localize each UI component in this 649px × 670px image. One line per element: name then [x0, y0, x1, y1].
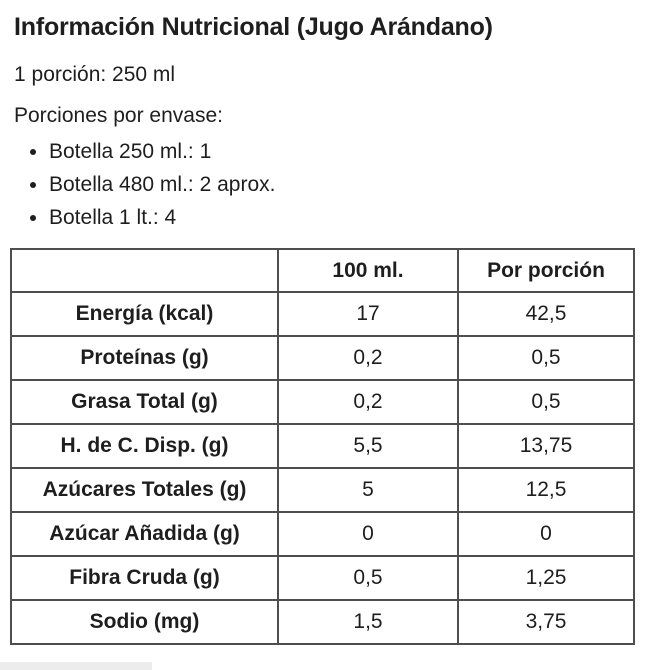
- row-label: Proteínas (g): [10, 335, 279, 382]
- row-label: Sodio (mg): [10, 599, 279, 646]
- value-porcion: 0,5: [457, 335, 635, 382]
- row-label: Fibra Cruda (g): [10, 555, 279, 602]
- row-label: Grasa Total (g): [10, 379, 279, 426]
- table-row-azucares-totales: Azúcares Totales (g) 5 12,5: [10, 467, 635, 514]
- table-row-hidratos-carbono: H. de C. Disp. (g) 5,5 13,75: [10, 423, 635, 470]
- value-100ml: 5,5: [277, 423, 459, 470]
- value-100ml: 1,5: [277, 599, 459, 646]
- table-row-fibra-cruda: Fibra Cruda (g) 0,5 1,25: [10, 555, 635, 602]
- row-label: Energía (kcal): [10, 291, 279, 338]
- nutrition-table: 100 ml. Por porción Energía (kcal) 17 42…: [10, 248, 635, 646]
- value-porcion: 3,75: [457, 599, 635, 646]
- value-porcion: 12,5: [457, 467, 635, 514]
- list-item-bottle-480: Botella 480 ml.: 2 aprox.: [49, 168, 649, 201]
- column-header-por-porcion: Por porción: [457, 248, 635, 294]
- row-label: Azúcar Añadida (g): [10, 511, 279, 558]
- value-100ml: 5: [277, 467, 459, 514]
- value-porcion: 0,5: [457, 379, 635, 426]
- value-100ml: 0,2: [277, 335, 459, 382]
- servings-list: Botella 250 ml.: 1 Botella 480 ml.: 2 ap…: [0, 135, 649, 234]
- table-header-row: 100 ml. Por porción: [10, 248, 635, 294]
- value-100ml: 0,5: [277, 555, 459, 602]
- page-title: Información Nutricional (Jugo Arándano): [14, 13, 493, 41]
- table-row-azucar-anadida: Azúcar Añadida (g) 0 0: [10, 511, 635, 558]
- list-item-bottle-1lt: Botella 1 lt.: 4: [49, 201, 649, 234]
- table-row-energia: Energía (kcal) 17 42,5: [10, 291, 635, 338]
- column-header-empty: [10, 248, 279, 294]
- servings-per-container-heading: Porciones por envase:: [14, 103, 223, 127]
- value-porcion: 13,75: [457, 423, 635, 470]
- column-header-100ml: 100 ml.: [277, 248, 459, 294]
- list-item-bottle-250: Botella 250 ml.: 1: [49, 135, 649, 168]
- serving-size-line: 1 porción: 250 ml: [14, 62, 176, 86]
- row-label: H. de C. Disp. (g): [10, 423, 279, 470]
- nutrition-label-page: Información Nutricional (Jugo Arándano) …: [0, 13, 649, 670]
- table-row-proteinas: Proteínas (g) 0,2 0,5: [10, 335, 635, 382]
- table-row-sodio: Sodio (mg) 1,5 3,75: [10, 599, 635, 646]
- value-100ml: 0,2: [277, 379, 459, 426]
- value-porcion: 42,5: [457, 291, 635, 338]
- value-100ml: 17: [277, 291, 459, 338]
- value-100ml: 0: [277, 511, 459, 558]
- value-porcion: 1,25: [457, 555, 635, 602]
- row-label: Azúcares Totales (g): [10, 467, 279, 514]
- scan-artifact-strip: [0, 662, 152, 670]
- value-porcion: 0: [457, 511, 635, 558]
- table-row-grasa-total: Grasa Total (g) 0,2 0,5: [10, 379, 635, 426]
